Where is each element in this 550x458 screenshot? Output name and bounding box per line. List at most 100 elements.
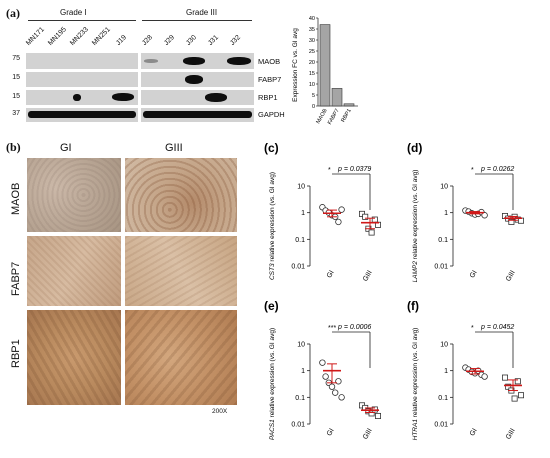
bar-ylabel: Expression FC vs. GI avg bbox=[292, 28, 299, 102]
ihc-image-rbp1-giii bbox=[125, 310, 237, 405]
bar-category-label: RBP1 bbox=[340, 108, 352, 123]
p-value: p = 0.0452 bbox=[480, 324, 514, 331]
ihc-col-label-giii: GIII bbox=[165, 142, 183, 154]
p-value: p = 0.0262 bbox=[480, 166, 514, 173]
lane-label: MN251 bbox=[91, 26, 112, 47]
data-point-circle bbox=[481, 212, 488, 219]
y-tick-label: 1 bbox=[444, 368, 448, 375]
blot-band bbox=[73, 94, 81, 101]
blot-label: FABP7 bbox=[258, 75, 282, 84]
blot-rbp1-grade1 bbox=[26, 90, 138, 105]
ihc-image-maob-giii bbox=[125, 158, 237, 232]
significance-stars: *** bbox=[328, 325, 336, 332]
blot-gapdh-grade3 bbox=[141, 108, 254, 122]
bar bbox=[331, 88, 343, 107]
y-tick-label: 1 bbox=[444, 210, 448, 217]
panel-b-letter: (b) bbox=[6, 140, 21, 154]
bar-category-label: FABP7 bbox=[327, 108, 341, 126]
y-tick-label: 0.1 bbox=[438, 395, 448, 402]
bar bbox=[343, 103, 355, 107]
y-tick-label: 1 bbox=[301, 368, 305, 375]
lane-label: MN171 bbox=[25, 26, 46, 47]
y-axis-label-rest: relative expression (vs. GI avg) bbox=[269, 328, 276, 419]
lane-label: J32 bbox=[229, 34, 242, 47]
ihc-row-label-fabp7: FABP7 bbox=[10, 261, 22, 296]
lane-label: J29 bbox=[163, 34, 176, 47]
blot-band bbox=[144, 59, 158, 63]
blot-label: GAPDH bbox=[258, 110, 285, 119]
blot-band bbox=[227, 57, 251, 65]
dotplot-d: (d) LAMP2 relative expression (vs. GI avg… bbox=[407, 141, 525, 283]
y-axis-label: CST3 relative expression (vs. GI avg) bbox=[269, 172, 276, 280]
significance-stars: * bbox=[328, 167, 331, 174]
y-tick-label: 10 bbox=[297, 184, 305, 191]
group-label-grade-1: Grade I bbox=[60, 8, 87, 17]
x-category-label: GIII bbox=[362, 427, 374, 440]
y-tick-label: 1 bbox=[301, 210, 305, 217]
mw-marker: 75 bbox=[12, 55, 20, 62]
ihc-image-fabp7-giii bbox=[125, 236, 237, 306]
ihc-col-label-gi: GI bbox=[60, 142, 72, 154]
y-tick-label: 10 bbox=[297, 342, 305, 349]
lane-label: J19 bbox=[115, 34, 128, 47]
ihc-image-rbp1-gi bbox=[27, 310, 121, 405]
data-point-circle bbox=[338, 394, 345, 401]
y-axis-label: LAMP2 relative expression (vs. GI avg) bbox=[412, 170, 419, 283]
blot-maob-grade1 bbox=[26, 53, 138, 69]
bar-ytick-label: 25 bbox=[309, 49, 315, 55]
ihc-row-label-rbp1: RBP1 bbox=[10, 339, 22, 368]
bar-ytick-label: 40 bbox=[309, 16, 315, 22]
y-axis-label: HTRA1 relative expression (vs. GI avg) bbox=[412, 328, 419, 441]
bar bbox=[319, 24, 331, 107]
blot-maob-grade3 bbox=[141, 53, 254, 69]
dotplot-c: (c) CST3 relative expression (vs. GI avg)… bbox=[264, 141, 382, 283]
y-tick-label: 10 bbox=[440, 342, 448, 349]
dotplot-e: (e) PACS1 relative expression (vs. GI avg… bbox=[264, 299, 382, 441]
y-tick-label: 0.01 bbox=[291, 422, 305, 429]
data-point-square bbox=[514, 378, 521, 385]
y-axis-label: PACS1 relative expression (vs. GI avg) bbox=[269, 328, 276, 440]
mw-marker: 15 bbox=[12, 93, 20, 100]
blot-band bbox=[112, 93, 134, 101]
lane-label: MN195 bbox=[47, 26, 68, 47]
mw-marker: 37 bbox=[12, 110, 20, 117]
data-point-circle bbox=[322, 373, 329, 380]
panel-letter: (c) bbox=[264, 141, 279, 155]
y-tick-label: 0.01 bbox=[434, 422, 448, 429]
bar-ytick-label: 35 bbox=[309, 27, 315, 33]
bar-ytick-label: 10 bbox=[309, 82, 315, 88]
blot-band bbox=[185, 75, 203, 84]
lane-label: J31 bbox=[207, 34, 220, 47]
bar-ytick-label: 15 bbox=[309, 71, 315, 77]
data-point-square bbox=[508, 218, 515, 225]
significance-stars: * bbox=[471, 325, 474, 332]
data-point-square bbox=[368, 229, 375, 236]
y-tick-label: 10 bbox=[440, 184, 448, 191]
y-axis-label-rest: relative expression (vs. GI avg) bbox=[412, 170, 419, 261]
blot-label: MAOB bbox=[258, 57, 281, 66]
blot-gapdh-grade1 bbox=[26, 108, 138, 122]
x-category-label: GI bbox=[469, 427, 479, 437]
y-tick-label: 0.1 bbox=[438, 237, 448, 244]
group-line-grade-1 bbox=[28, 20, 136, 21]
data-point-square bbox=[502, 374, 509, 381]
lane-label: MN233 bbox=[69, 26, 90, 47]
lane-label: J28 bbox=[141, 34, 154, 47]
blot-band bbox=[28, 111, 136, 118]
panel-letter: (f) bbox=[407, 299, 419, 313]
blot-rbp1-grade3 bbox=[141, 90, 254, 105]
group-line-grade-3 bbox=[142, 20, 252, 21]
ihc-row-label-maob: MAOB bbox=[10, 182, 22, 215]
data-point-circle bbox=[319, 359, 326, 366]
x-category-label: GIII bbox=[362, 269, 374, 282]
x-category-label: GIII bbox=[505, 427, 517, 440]
data-point-circle bbox=[331, 389, 339, 396]
data-point-square bbox=[375, 412, 382, 419]
data-point-circle bbox=[328, 383, 336, 390]
y-axis-label-rest: relative expression (vs. GI avg) bbox=[269, 172, 276, 263]
data-point-circle bbox=[481, 373, 488, 380]
bar-ytick-label: 0 bbox=[312, 104, 315, 110]
ihc-image-maob-gi bbox=[27, 158, 121, 232]
data-point-square bbox=[518, 392, 525, 399]
y-axis-gene: CST3 bbox=[269, 263, 276, 280]
